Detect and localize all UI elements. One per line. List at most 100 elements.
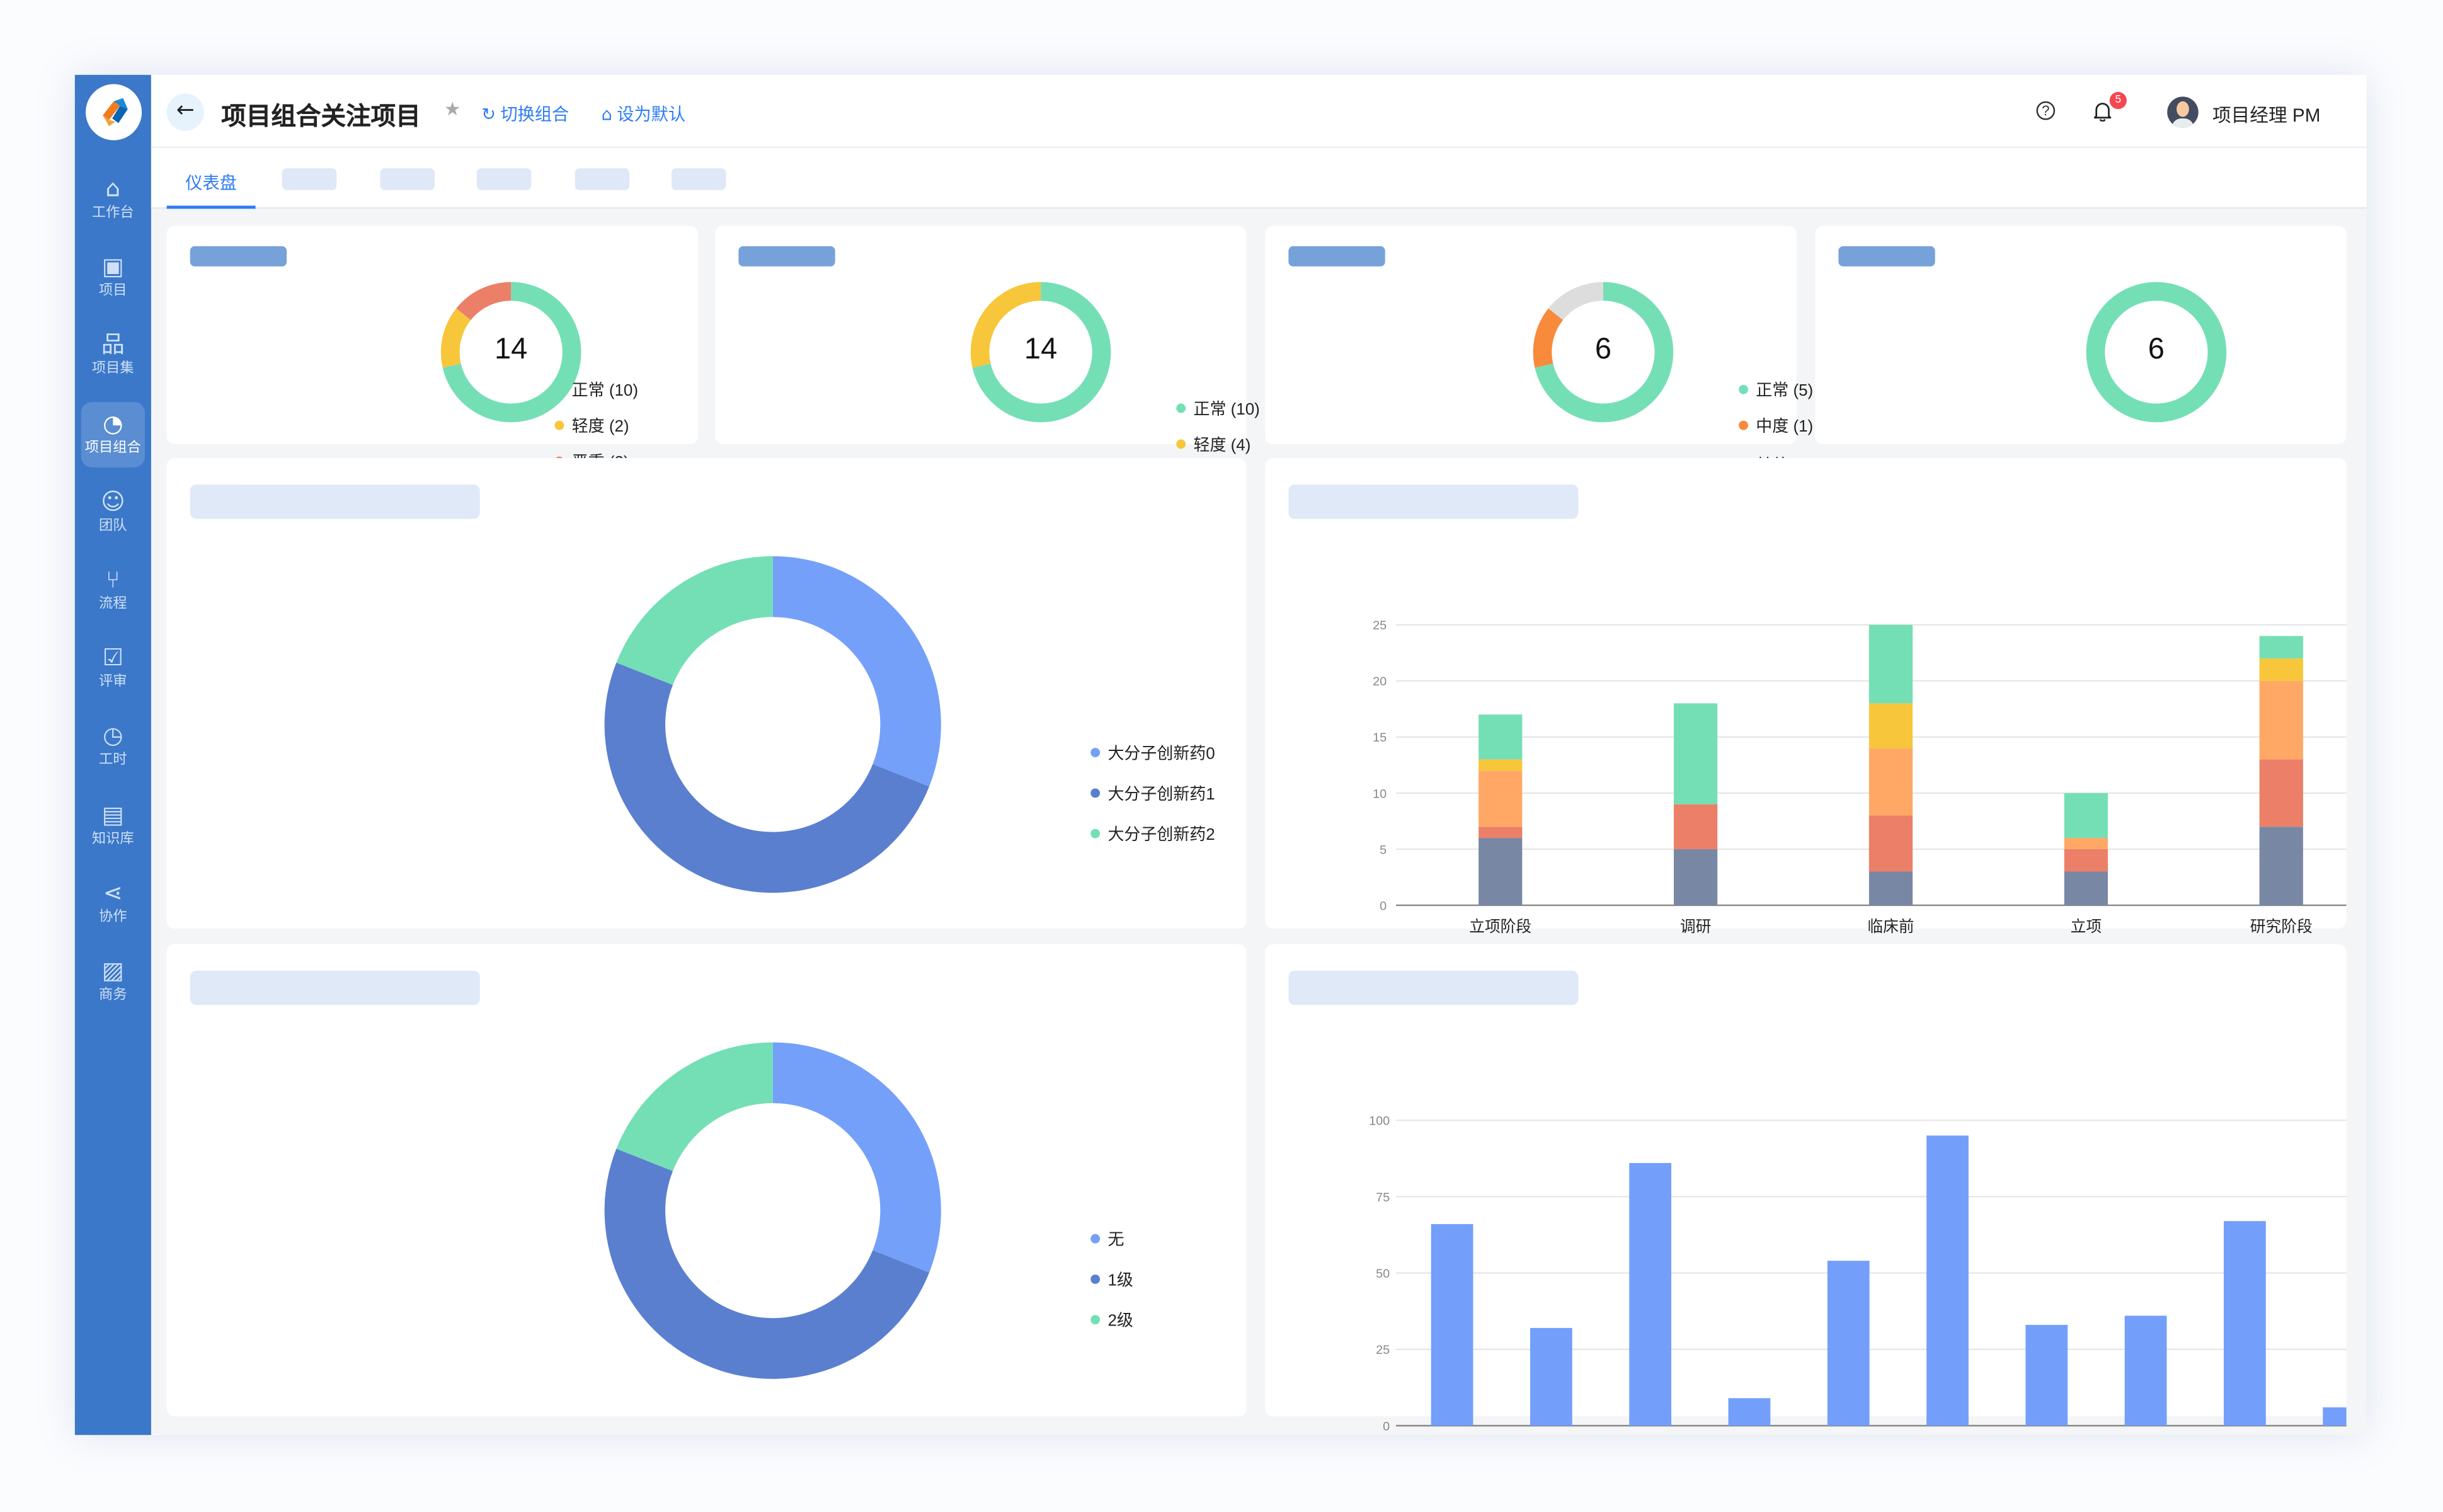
- tab-placeholder[interactable]: [575, 168, 630, 190]
- sidebar-item-4[interactable]: ☺ 团队: [81, 479, 145, 545]
- pie-slice-0[interactable]: [772, 556, 941, 787]
- legend-item[interactable]: 正常 (10): [1176, 401, 1260, 419]
- bar-segment-正常[interactable]: [1868, 624, 1913, 704]
- legend-item[interactable]: 2级: [1090, 1312, 1133, 1331]
- bar[interactable]: [1926, 1135, 1969, 1426]
- bar[interactable]: [1827, 1261, 1870, 1426]
- card-title-placeholder: [738, 246, 835, 266]
- legend-item[interactable]: 1级: [1090, 1271, 1133, 1290]
- bar-segment-其他[interactable]: [1479, 838, 1523, 905]
- sidebar-item-label: 项目集: [91, 360, 134, 377]
- sidebar-item-10[interactable]: ▨ 商务: [81, 949, 145, 1014]
- legend-dot: [1090, 1315, 1101, 1325]
- card-title-placeholder: [1288, 970, 1579, 1005]
- favorite-star-icon[interactable]: ★: [443, 98, 461, 120]
- bar-segment-正常[interactable]: [1673, 703, 1718, 805]
- switch-portfolio-button[interactable]: ↻ 切换组合: [481, 101, 569, 127]
- bar-segment-中度延误[interactable]: [1479, 770, 1523, 827]
- sidebar-item-0[interactable]: ⌂ 工作台: [81, 167, 145, 232]
- bar[interactable]: [2323, 1407, 2347, 1426]
- bar-segment-严重延误[interactable]: [2259, 759, 2303, 827]
- bar-segment-其他[interactable]: [1868, 871, 1913, 905]
- legend-item[interactable]: 轻度 (4): [1176, 436, 1250, 455]
- pie-chart: [604, 1042, 941, 1379]
- share-icon: ⋖: [103, 878, 123, 907]
- legend-item[interactable]: 正常 (10): [554, 382, 638, 401]
- bell-icon[interactable]: [2093, 100, 2113, 122]
- legend-label: 正常 (5): [1756, 381, 1814, 401]
- summary-donut-slice-1[interactable]: [970, 282, 1041, 368]
- back-button[interactable]: ←: [166, 93, 204, 131]
- book-icon: ▤: [101, 800, 124, 828]
- tab-dashboard[interactable]: 仪表盘: [166, 167, 256, 209]
- bar-segment-严重延误[interactable]: [2064, 849, 2108, 872]
- bar-segment-严重延误[interactable]: [1673, 804, 1718, 849]
- avatar[interactable]: [2167, 96, 2199, 128]
- legend-item[interactable]: 大分子创新药0: [1090, 745, 1215, 764]
- help-icon[interactable]: ?: [2036, 101, 2056, 120]
- legend-dot: [1176, 439, 1186, 449]
- set-default-button[interactable]: ⌂ 设为默认: [602, 101, 686, 127]
- summary-donut-slice-1[interactable]: [440, 308, 471, 368]
- sidebar-item-label: 知识库: [91, 830, 134, 845]
- app-logo[interactable]: [86, 84, 142, 140]
- hierarchy-icon: 品: [101, 331, 125, 359]
- legend-label: 无: [1107, 1230, 1124, 1250]
- summary-donut-slice-2[interactable]: [1548, 282, 1603, 321]
- y-tick-label: 5: [1380, 843, 1387, 857]
- bar-segment-正常[interactable]: [1479, 714, 1523, 760]
- sidebar-item-8[interactable]: ▤ 知识库: [81, 793, 145, 858]
- bar[interactable]: [2124, 1315, 2167, 1426]
- bar-segment-轻度延误[interactable]: [1479, 759, 1523, 771]
- summary-card: 6: [1815, 226, 2347, 444]
- bar[interactable]: [2025, 1325, 2068, 1426]
- bar[interactable]: [1629, 1163, 1672, 1426]
- bar-segment-正常[interactable]: [2064, 793, 2108, 839]
- tab-placeholder[interactable]: [671, 168, 726, 190]
- bar-chart: 0255075100已立项未立项审批中调研中已结项运维中上报中已关闭暂停中进行中: [1369, 1114, 2347, 1433]
- bar-segment-其他[interactable]: [1673, 849, 1718, 905]
- legend-item[interactable]: 大分子创新药2: [1090, 826, 1215, 845]
- tab-placeholder[interactable]: [476, 168, 532, 190]
- pie-slice-0[interactable]: [772, 1042, 941, 1273]
- summary-donut-slice-2[interactable]: [456, 282, 512, 321]
- bar-segment-其他[interactable]: [2064, 871, 2108, 905]
- pie-slice-2[interactable]: [616, 1042, 773, 1171]
- sidebar-item-1[interactable]: ▣ 项目: [81, 245, 145, 311]
- bar[interactable]: [1728, 1398, 1771, 1426]
- legend-item[interactable]: 大分子创新药1: [1090, 785, 1215, 804]
- sidebar-item-7[interactable]: ◷ 工时: [81, 714, 145, 780]
- legend-item[interactable]: 无: [1090, 1231, 1124, 1250]
- stacked-bar-card: 0510152025立项阶段调研临床前立项研究阶段正常轻度延误中度延误严重延误其…: [1265, 458, 2347, 982]
- bar-segment-轻度延误[interactable]: [1868, 703, 1913, 748]
- bar-segment-中度延误[interactable]: [2064, 838, 2108, 849]
- pie-slice-2[interactable]: [616, 556, 773, 685]
- sidebar-item-2[interactable]: 品项目集: [81, 323, 145, 389]
- user-name[interactable]: 项目经理 PM: [2212, 104, 2321, 127]
- pie-slice-1[interactable]: [604, 1148, 930, 1379]
- legend-item[interactable]: 轻度 (2): [554, 418, 629, 436]
- legend-dot: [1090, 788, 1101, 798]
- bar-segment-严重延误[interactable]: [1868, 815, 1913, 872]
- sidebar-item-label: 项目: [99, 282, 127, 298]
- bar[interactable]: [1530, 1327, 1572, 1426]
- legend-item[interactable]: 中度 (1): [1739, 418, 1813, 436]
- legend-item[interactable]: 正常 (5): [1739, 382, 1813, 401]
- tab-placeholder[interactable]: [282, 168, 337, 190]
- bar-segment-正常[interactable]: [2259, 636, 2303, 659]
- sidebar-item-6[interactable]: ☑ 评审: [81, 636, 145, 702]
- bar[interactable]: [2223, 1221, 2266, 1426]
- sidebar-item-9[interactable]: ⋖ 协作: [81, 871, 145, 936]
- bar[interactable]: [1431, 1224, 1473, 1426]
- bar-segment-轻度延误[interactable]: [2259, 658, 2303, 681]
- sidebar-item-5[interactable]: ⑂ 流程: [81, 558, 145, 623]
- sidebar-item-3[interactable]: ◔ 项目组合: [81, 401, 146, 467]
- tab-placeholder[interactable]: [380, 168, 435, 190]
- bar-segment-中度延误[interactable]: [1868, 748, 1913, 816]
- bar-segment-中度延误[interactable]: [2259, 680, 2303, 760]
- bar-segment-严重延误[interactable]: [1479, 827, 1523, 839]
- pie-slice-1[interactable]: [604, 662, 930, 893]
- bar-segment-其他[interactable]: [2259, 827, 2303, 905]
- summary-donut-slice-1[interactable]: [1533, 308, 1564, 368]
